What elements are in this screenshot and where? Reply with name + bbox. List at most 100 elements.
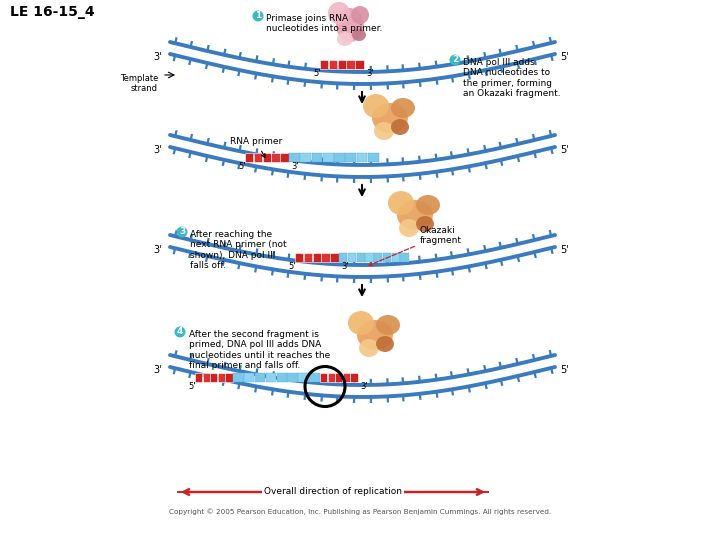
- Text: 5': 5': [313, 69, 320, 78]
- Text: 3': 3': [153, 145, 162, 155]
- Bar: [233, 373, 243, 382]
- Text: DNA pol III adds
DNA nucleotides to
the primer, forming
an Okazaki fragment.: DNA pol III adds DNA nucleotides to the …: [463, 58, 561, 98]
- Circle shape: [176, 226, 187, 238]
- Bar: [336, 373, 342, 382]
- Text: 3': 3': [366, 69, 374, 78]
- Ellipse shape: [337, 32, 353, 46]
- Ellipse shape: [388, 191, 414, 215]
- Ellipse shape: [376, 336, 394, 352]
- Bar: [218, 373, 225, 382]
- Text: 5': 5': [288, 262, 295, 271]
- Text: 3': 3': [153, 365, 162, 375]
- Ellipse shape: [391, 119, 409, 135]
- Bar: [338, 60, 346, 69]
- Text: 5': 5': [560, 145, 569, 155]
- Bar: [392, 253, 400, 262]
- Bar: [329, 60, 337, 69]
- Ellipse shape: [416, 216, 434, 232]
- Bar: [254, 153, 262, 162]
- Ellipse shape: [348, 311, 374, 335]
- Bar: [320, 60, 328, 69]
- Text: 5': 5': [238, 162, 246, 171]
- Text: 3': 3': [153, 52, 162, 62]
- Circle shape: [174, 327, 186, 338]
- Ellipse shape: [416, 195, 440, 215]
- Ellipse shape: [352, 29, 366, 41]
- Text: After reaching the
next RNA primer (not
shown), DNA pol III
falls off.: After reaching the next RNA primer (not …: [190, 230, 287, 270]
- Text: 4: 4: [177, 327, 183, 336]
- Bar: [343, 373, 350, 382]
- Ellipse shape: [357, 320, 393, 350]
- Text: 3': 3': [360, 382, 368, 391]
- Bar: [351, 373, 358, 382]
- Bar: [356, 253, 365, 262]
- Text: Copyright © 2005 Pearson Education, Inc. Publishing as Pearson Benjamin Cummings: Copyright © 2005 Pearson Education, Inc.…: [169, 508, 551, 515]
- Text: 5': 5': [560, 245, 569, 255]
- Text: Okazaki
fragment: Okazaki fragment: [369, 226, 462, 266]
- Text: LE 16-15_4: LE 16-15_4: [10, 5, 94, 19]
- Bar: [295, 253, 303, 262]
- Bar: [300, 153, 311, 162]
- Text: RNA primer: RNA primer: [230, 137, 282, 158]
- Bar: [309, 373, 320, 382]
- Ellipse shape: [397, 200, 433, 230]
- Ellipse shape: [391, 98, 415, 118]
- Circle shape: [449, 55, 461, 65]
- Bar: [339, 253, 348, 262]
- Text: Template
strand: Template strand: [120, 74, 158, 93]
- Circle shape: [253, 10, 264, 22]
- Bar: [312, 153, 323, 162]
- Bar: [334, 153, 345, 162]
- Bar: [348, 253, 356, 262]
- Bar: [312, 253, 321, 262]
- Bar: [356, 153, 367, 162]
- Bar: [202, 373, 210, 382]
- Bar: [400, 253, 409, 262]
- Bar: [289, 153, 300, 162]
- Bar: [255, 373, 266, 382]
- Bar: [298, 373, 309, 382]
- Text: 3': 3': [291, 162, 299, 171]
- Ellipse shape: [351, 6, 369, 24]
- Ellipse shape: [359, 339, 379, 357]
- Bar: [271, 153, 279, 162]
- Bar: [276, 373, 287, 382]
- Text: 5': 5': [560, 52, 569, 62]
- Text: 2: 2: [452, 56, 458, 64]
- Bar: [210, 373, 217, 382]
- Ellipse shape: [363, 94, 389, 118]
- Text: Primase joins RNA
nucleotides into a primer.: Primase joins RNA nucleotides into a pri…: [266, 14, 382, 33]
- Ellipse shape: [336, 8, 364, 42]
- Bar: [355, 60, 364, 69]
- Bar: [346, 153, 356, 162]
- Bar: [328, 373, 335, 382]
- Bar: [346, 60, 355, 69]
- Ellipse shape: [374, 122, 394, 140]
- Text: 3': 3': [153, 245, 162, 255]
- Bar: [287, 373, 298, 382]
- Bar: [320, 373, 327, 382]
- Text: 3: 3: [179, 227, 185, 237]
- Text: 1: 1: [255, 11, 261, 21]
- Bar: [321, 253, 330, 262]
- Bar: [304, 253, 312, 262]
- Text: Overall direction of replication: Overall direction of replication: [264, 488, 402, 496]
- Ellipse shape: [372, 103, 408, 133]
- Bar: [263, 153, 271, 162]
- Bar: [245, 153, 253, 162]
- Text: 5': 5': [560, 365, 569, 375]
- Bar: [266, 373, 276, 382]
- Text: 3': 3': [341, 262, 348, 271]
- Bar: [244, 373, 254, 382]
- Ellipse shape: [399, 219, 419, 237]
- Bar: [383, 253, 391, 262]
- Bar: [280, 153, 289, 162]
- Ellipse shape: [376, 315, 400, 335]
- Bar: [374, 253, 382, 262]
- Ellipse shape: [328, 2, 350, 24]
- Bar: [365, 253, 374, 262]
- Text: After the second fragment is
primed, DNA pol III adds DNA
nucleotides until it r: After the second fragment is primed, DNA…: [189, 330, 330, 370]
- Bar: [368, 153, 379, 162]
- Bar: [195, 373, 202, 382]
- Bar: [225, 373, 233, 382]
